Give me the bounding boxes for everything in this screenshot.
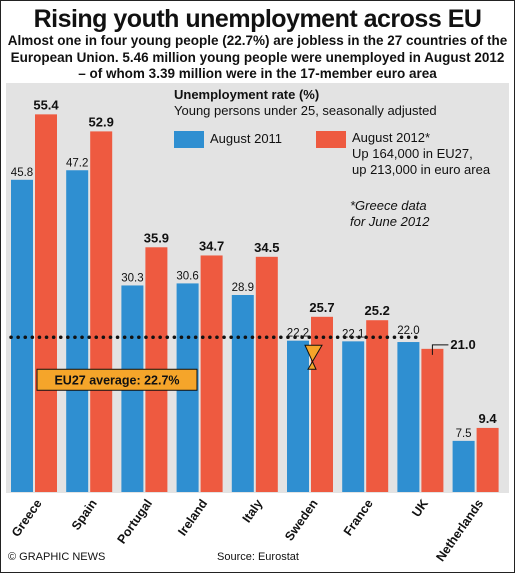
bar-2011-uk (397, 342, 420, 492)
legend-note-euro-area: up 213,000 in euro area (352, 162, 491, 177)
value-label-2011-portugal: 30.3 (121, 272, 143, 284)
bar-2012-greece (35, 114, 57, 493)
bar-2011-france (342, 341, 365, 492)
value-label-2011-netherlands: 7.5 (456, 428, 472, 440)
x-tick-label-sweden: Sweden (282, 497, 321, 544)
bar-2011-sweden (287, 340, 309, 492)
eu27-average-pointer (304, 344, 323, 370)
x-tick-label-france: France (341, 497, 376, 539)
greece-footnote-line2: for June 2012 (350, 214, 430, 229)
value-label-2011-ireland: 30.6 (176, 270, 198, 282)
chart-title: Rising youth unemployment across EU (33, 5, 482, 33)
legend-swatch-aug2011 (174, 131, 204, 148)
bar-2011-netherlands (452, 440, 475, 492)
bar-2012-sweden (311, 316, 333, 492)
value-label-2011-sweden: 22.2 (287, 328, 309, 340)
value-label-2011-italy: 28.9 (232, 282, 254, 294)
bar-2012-uk (421, 348, 444, 492)
eu27-average-box (36, 368, 198, 391)
bar-2012-italy (255, 256, 278, 492)
greece-footnote-line1: *Greece data (350, 198, 427, 213)
credit-text: © GRAPHIC NEWS (8, 551, 106, 563)
eu27-average-label: EU27 average: 22.7% (54, 373, 179, 387)
x-tick-label-spain: Spain (69, 497, 100, 533)
value-label-2012-uk: 21.0 (450, 337, 475, 352)
value-label-2011-uk: 22.0 (397, 325, 419, 337)
value-label-2012-spain: 52.9 (89, 114, 114, 129)
value-label-2012-italy: 34.5 (254, 240, 279, 255)
x-tick-label-portugal: Portugal (115, 497, 156, 547)
leader-line-2012-uk (431, 344, 449, 355)
value-label-2012-greece: 55.4 (33, 97, 59, 112)
value-label-2012-france: 25.2 (365, 303, 390, 318)
bar-2011-spain (66, 170, 89, 492)
bar-2011-greece (11, 179, 33, 492)
x-tick-label-netherlands: Netherlands (433, 497, 486, 564)
legend-label-aug2011: August 2011 (210, 131, 283, 146)
value-label-2012-portugal: 35.9 (144, 230, 169, 245)
bar-2012-ireland (200, 255, 223, 492)
legend-swatch-aug2012 (316, 131, 346, 148)
legend-subheading: Young persons under 25, seasonally adjus… (174, 103, 437, 118)
x-tick-label-ireland: Ireland (175, 497, 210, 539)
value-label-2012-sweden: 25.7 (309, 300, 334, 315)
value-label-2011-spain: 47.2 (66, 157, 88, 169)
bar-2011-italy (231, 294, 254, 492)
value-label-2012-ireland: 34.7 (199, 238, 224, 253)
bar-2012-spain (90, 131, 113, 493)
chart-subtitle: Almost one in four young people (22.7%) … (7, 33, 508, 81)
x-tick-label-italy: Italy (240, 497, 266, 526)
legend-label-aug2012: August 2012* (352, 130, 431, 145)
legend-heading: Unemployment rate (%) (174, 87, 320, 102)
x-tick-label-uk: UK (409, 497, 431, 520)
value-label-2011-greece: 45.8 (11, 167, 33, 179)
x-tick-label-greece: Greece (9, 497, 45, 540)
greece-footnote: *Greece data for June 2012 (350, 198, 430, 230)
value-label-2012-netherlands: 9.4 (479, 411, 498, 426)
legend-note-eu27: Up 164,000 in EU27, (352, 146, 473, 161)
bar-2012-netherlands (476, 427, 499, 492)
bar-2012-france (366, 320, 389, 492)
source-text: Source: Eurostat (217, 551, 299, 563)
